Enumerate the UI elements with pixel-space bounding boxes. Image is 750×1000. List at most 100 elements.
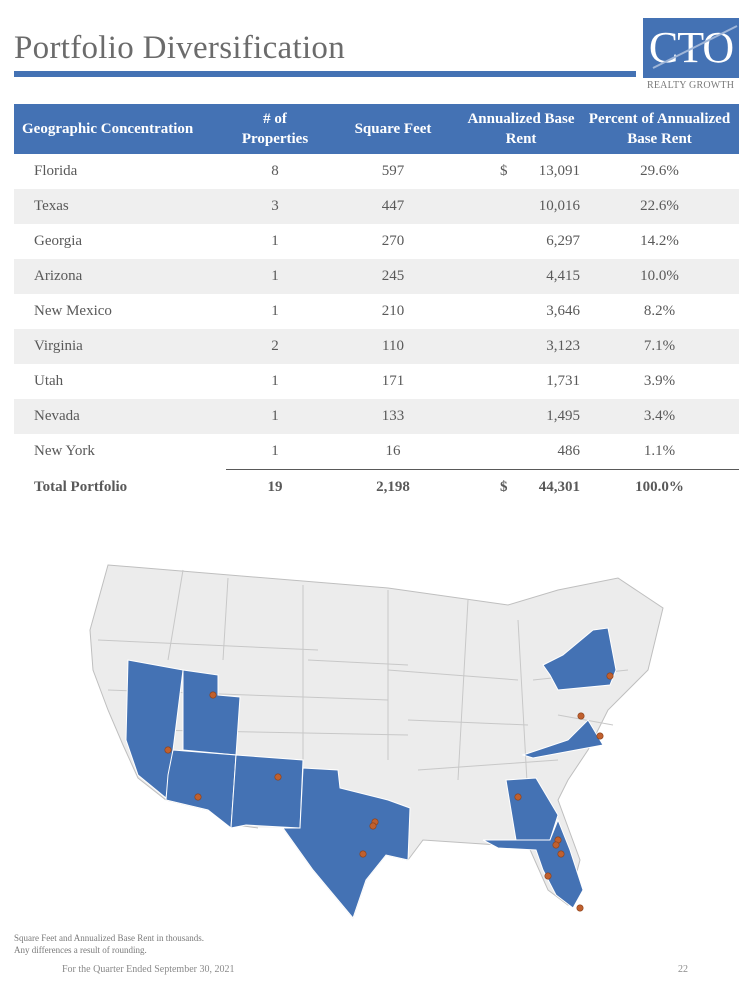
row-properties: 8 bbox=[271, 163, 279, 179]
row-properties: 1 bbox=[271, 373, 279, 389]
row-rent: 1,495 bbox=[462, 399, 580, 434]
table-row: Texas 3 447 10,016 22.6% bbox=[14, 189, 739, 224]
table-row: New York 1 16 486 1.1% bbox=[14, 434, 739, 470]
row-state: Georgia bbox=[34, 233, 83, 249]
row-rent-value: 1,731 bbox=[546, 373, 580, 389]
row-pct: 1.1% bbox=[643, 443, 676, 459]
row-pct: 8.2% bbox=[643, 303, 676, 319]
row-rent: 3,123 bbox=[462, 329, 580, 364]
row-rent-value: 6,297 bbox=[546, 233, 580, 249]
total-sqft: 2,198 bbox=[324, 469, 462, 505]
total-rent: $44,301 bbox=[462, 469, 580, 505]
row-rent-value: 1,495 bbox=[546, 408, 580, 424]
footnote: Square Feet and Annualized Base Rent in … bbox=[14, 932, 204, 956]
table-row: Virginia 2 110 3,123 7.1% bbox=[14, 329, 739, 364]
row-rent: 486 bbox=[462, 434, 581, 470]
header-sqft: Square Feet bbox=[324, 104, 462, 154]
row-pct: 29.6% bbox=[640, 163, 679, 179]
row-sqft: 597 bbox=[381, 163, 405, 179]
header-rent: Annualized Base Rent bbox=[462, 104, 580, 154]
row-rent-value: 13,091 bbox=[538, 163, 580, 179]
row-properties: 1 bbox=[271, 233, 279, 249]
table-row: Nevada 1 133 1,495 3.4% bbox=[14, 399, 739, 434]
row-state: Arizona bbox=[14, 259, 226, 294]
table-row: Georgia 1 270 6,297 14.2% bbox=[14, 224, 739, 259]
property-marker bbox=[557, 850, 565, 858]
property-marker bbox=[359, 850, 367, 858]
row-state: New York bbox=[34, 443, 95, 460]
row-rent-value: 10,016 bbox=[538, 198, 580, 214]
total-label: Total Portfolio bbox=[34, 478, 128, 495]
row-properties: 2 bbox=[226, 329, 324, 364]
row-rent-value: 486 bbox=[557, 443, 581, 459]
page-title: Portfolio Diversification bbox=[14, 30, 346, 66]
row-rent: 6,297 bbox=[462, 224, 580, 259]
property-marker bbox=[194, 793, 202, 801]
logo-swoosh-icon bbox=[652, 25, 738, 69]
row-sqft: 171 bbox=[381, 373, 405, 389]
row-properties: 3 bbox=[226, 189, 324, 224]
property-marker bbox=[596, 732, 604, 740]
logo-subtitle: REALTY GROWTH bbox=[647, 80, 735, 91]
property-marker bbox=[209, 691, 217, 699]
row-properties: 1 bbox=[271, 443, 279, 459]
property-markers bbox=[164, 672, 614, 912]
total-properties: 19 bbox=[226, 469, 324, 505]
row-sqft: 210 bbox=[381, 303, 405, 319]
row-rent: 1,731 bbox=[462, 364, 580, 399]
table-row: Florida 8 597 $13,091 29.6% bbox=[14, 154, 739, 189]
row-state: Texas bbox=[14, 189, 226, 224]
row-sqft: 133 bbox=[324, 399, 462, 434]
us-map bbox=[89, 564, 664, 920]
row-properties: 1 bbox=[226, 259, 324, 294]
company-logo: CTO REALTY GROWTH bbox=[643, 18, 739, 92]
total-pct: 100.0% bbox=[580, 469, 739, 505]
row-properties: 1 bbox=[226, 399, 324, 434]
row-pct: 7.1% bbox=[580, 329, 739, 364]
row-pct: 22.6% bbox=[580, 189, 739, 224]
footnote-line-1: Square Feet and Annualized Base Rent in … bbox=[14, 933, 204, 943]
row-rent-value: 3,123 bbox=[546, 338, 580, 354]
property-marker bbox=[577, 712, 585, 720]
state-texas bbox=[258, 767, 411, 920]
page-number: 22 bbox=[678, 964, 688, 975]
property-marker bbox=[552, 841, 560, 849]
row-rent-value: 3,646 bbox=[546, 303, 580, 319]
property-marker bbox=[369, 822, 377, 830]
row-state: Florida bbox=[34, 163, 78, 179]
total-rent-value: 44,301 bbox=[538, 479, 580, 495]
property-marker bbox=[576, 904, 584, 912]
highlighted-states bbox=[125, 627, 617, 920]
row-state: Utah bbox=[34, 373, 64, 389]
footnote-line-2: Any differences a result of rounding. bbox=[14, 945, 147, 955]
state-utah bbox=[182, 669, 241, 756]
row-pct: 3.9% bbox=[643, 373, 676, 389]
state-georgia bbox=[505, 777, 559, 841]
footer-text: For the Quarter Ended September 30, 2021 bbox=[62, 964, 235, 975]
row-sqft: 110 bbox=[324, 329, 462, 364]
state-new-mexico bbox=[230, 754, 304, 829]
row-rent-dollar: $ bbox=[500, 163, 508, 179]
property-marker bbox=[544, 872, 552, 880]
total-rent-dollar: $ bbox=[500, 479, 508, 495]
row-rent: 4,415 bbox=[462, 259, 580, 294]
row-pct: 10.0% bbox=[580, 259, 739, 294]
row-sqft: 270 bbox=[381, 233, 405, 249]
row-rent: $13,091 bbox=[462, 154, 580, 189]
header-geo: Geographic Concentration bbox=[14, 104, 226, 154]
row-properties: 1 bbox=[271, 303, 279, 319]
property-marker bbox=[164, 746, 172, 754]
row-rent: 10,016 bbox=[462, 189, 580, 224]
property-marker bbox=[514, 793, 522, 801]
row-pct: 14.2% bbox=[640, 233, 679, 249]
row-rent: 3,646 bbox=[462, 294, 580, 329]
state-new-york bbox=[542, 627, 617, 691]
table-row: Utah 1 171 1,731 3.9% bbox=[14, 364, 739, 399]
header-pct: Percent of Annualized Base Rent bbox=[580, 104, 739, 154]
table-row: New Mexico 1 210 3,646 8.2% bbox=[14, 294, 739, 329]
table-row: Arizona 1 245 4,415 10.0% bbox=[14, 259, 739, 294]
title-rule bbox=[14, 71, 636, 77]
row-state: Virginia bbox=[14, 329, 226, 364]
state-arizona bbox=[165, 749, 237, 829]
state-virginia bbox=[521, 719, 604, 759]
